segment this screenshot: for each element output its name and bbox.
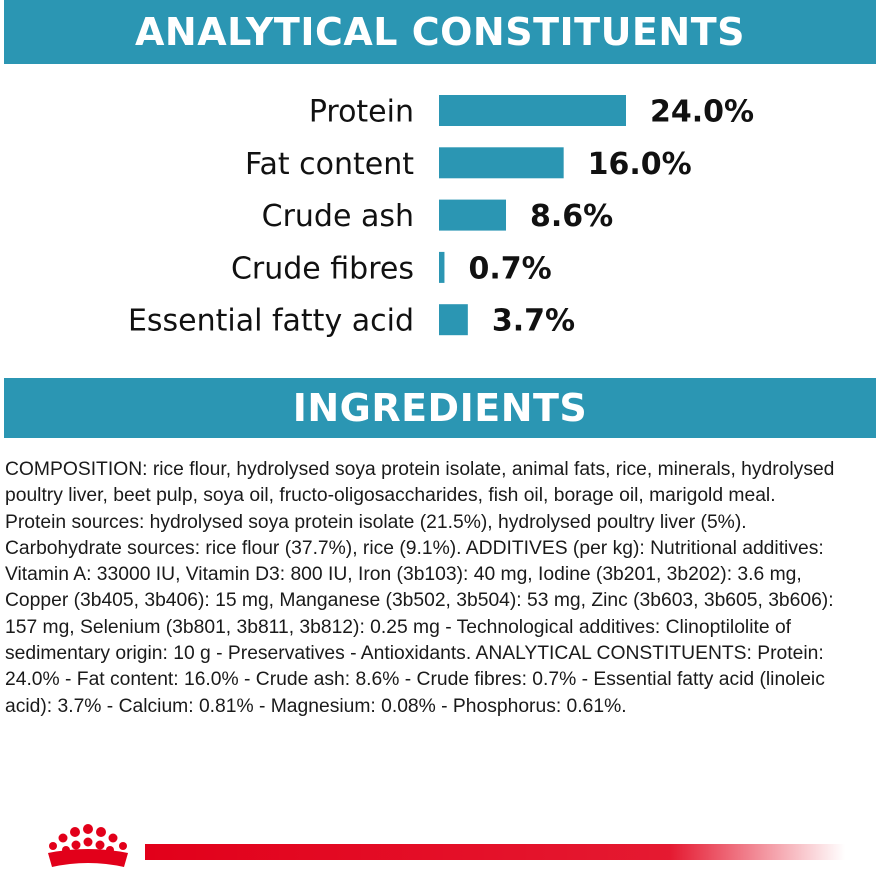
ingredients-line: Copper (3b405, 3b406): 15 mg, Manganese …: [5, 590, 834, 612]
value-label: 16.0%: [588, 147, 692, 182]
value-label: 3.7%: [492, 304, 575, 339]
category-label: Crude fibres: [231, 251, 414, 286]
analytical-constituents-title: ANALYTICAL CONSTITUENTS: [135, 10, 745, 54]
bar: [439, 199, 507, 231]
category-label: Protein: [309, 95, 414, 130]
bar: [439, 251, 445, 283]
value-label: 8.6%: [530, 199, 613, 234]
crown-icon: [48, 824, 128, 867]
ingredients-line: 157 mg, Selenium (3b801, 3b811, 3b812): …: [5, 616, 792, 638]
ingredients-text: COMPOSITION: rice flour, hydrolysed soya…: [5, 457, 875, 720]
ingredients-title: INGREDIENTS: [292, 386, 588, 430]
bar: [439, 147, 564, 179]
ingredients-line: Vitamin A: 33000 IU, Vitamin D3: 800 IU,…: [5, 564, 802, 586]
value-label: 24.0%: [650, 95, 754, 130]
ingredients-line: Protein sources: hydrolysed soya protein…: [5, 511, 747, 533]
constituents-bar-chart: Protein 24.0% Fat content 16.0% Crude ash 8.6…: [128, 95, 754, 339]
ingredients-line: poultry liver, beet pulp, soya oil, fruc…: [5, 485, 776, 507]
ingredients-banner: INGREDIENTS: [4, 378, 876, 438]
ingredients-line: COMPOSITION: rice flour, hydrolysed soya…: [5, 459, 835, 480]
ingredients-line: Carbohydrate sources: rice flour (37.7%)…: [5, 537, 824, 559]
category-label: Fat content: [245, 147, 414, 182]
category-label: Essential fatty acid: [128, 304, 414, 339]
bar: [439, 95, 626, 126]
ingredients-line: 24.0% - Fat content: 16.0% - Crude ash: …: [5, 669, 825, 691]
value-label: 0.7%: [468, 251, 551, 286]
ingredients-line: acid): 3.7% - Calcium: 0.81% - Magnesium…: [5, 695, 627, 717]
ingredients-line: sedimentary origin: 10 g - Preservatives…: [5, 643, 824, 665]
bar: [439, 304, 468, 336]
analytical-constituents-banner: ANALYTICAL CONSTITUENTS: [4, 0, 876, 64]
footer-divider: [145, 844, 845, 860]
category-label: Crude ash: [262, 199, 414, 234]
